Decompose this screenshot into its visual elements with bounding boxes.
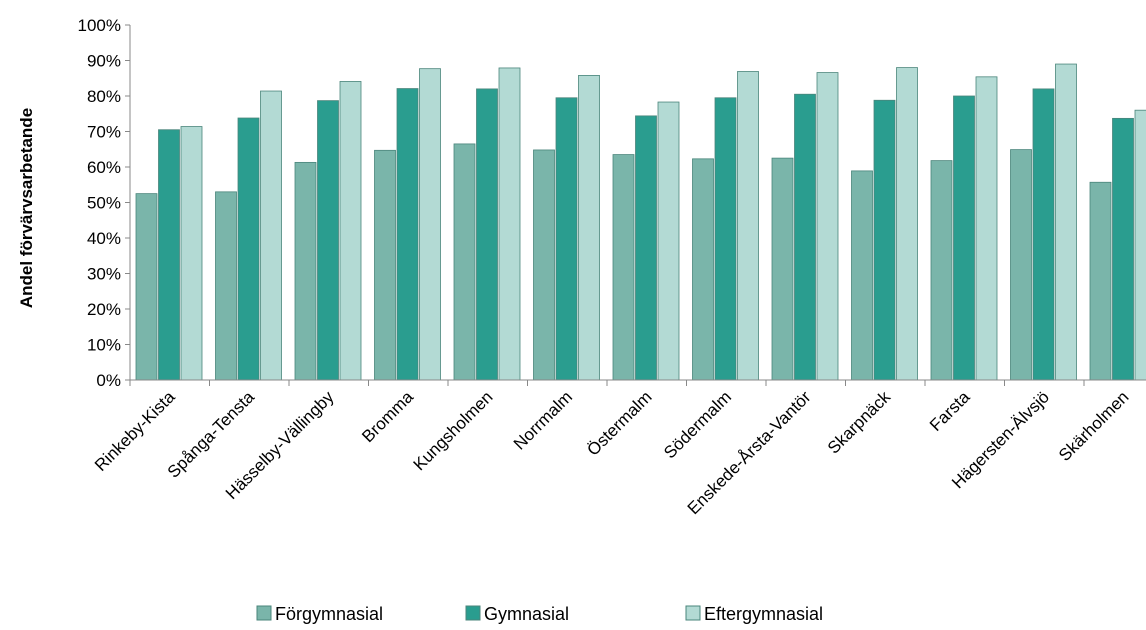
legend-label-eftergymnasial: Eftergymnasial <box>704 604 823 624</box>
y-tick-label: 0% <box>96 371 121 390</box>
bar-förgymnasial-5 <box>533 149 555 381</box>
bar-eftergymnasial-12 <box>1134 109 1146 381</box>
x-category-label: Bromma <box>358 387 417 446</box>
bar-förgymnasial-11 <box>1010 149 1032 381</box>
bar-eftergymnasial-11 <box>1055 63 1077 381</box>
bar-gymnasial-1 <box>237 117 260 381</box>
x-category-label: Södermalm <box>660 387 735 462</box>
x-category-label: Östermalm <box>583 387 655 459</box>
bar-gymnasial-8 <box>794 93 816 381</box>
legend: Förgymnasial Gymnasial Eftergymnasial <box>256 604 823 624</box>
x-category-label: Farsta <box>926 387 974 435</box>
legend-swatch-eftergymnasial <box>685 605 701 621</box>
bar-förgymnasial-6 <box>612 154 635 381</box>
bars-group <box>135 63 1146 381</box>
bar-gymnasial-6 <box>635 115 657 381</box>
bar-förgymnasial-2 <box>294 161 317 381</box>
bar-förgymnasial-9 <box>851 170 873 381</box>
bar-eftergymnasial-4 <box>498 67 521 381</box>
bar-förgymnasial-1 <box>215 191 237 381</box>
bar-förgymnasial-10 <box>930 160 953 381</box>
bar-gymnasial-7 <box>714 97 737 381</box>
y-tick-label: 60% <box>87 158 121 177</box>
bar-gymnasial-12 <box>1112 117 1134 381</box>
bar-gymnasial-9 <box>873 99 896 381</box>
bar-gymnasial-5 <box>555 97 578 381</box>
bar-förgymnasial-12 <box>1089 181 1112 381</box>
bar-gymnasial-4 <box>476 88 498 381</box>
bar-eftergymnasial-0 <box>180 126 203 381</box>
bar-eftergymnasial-1 <box>260 90 282 381</box>
bar-gymnasial-3 <box>396 88 419 381</box>
bar-förgymnasial-4 <box>453 143 476 381</box>
y-tick-label: 20% <box>87 300 121 319</box>
bar-förgymnasial-0 <box>135 193 158 381</box>
y-tick-label: 30% <box>87 265 121 284</box>
bar-eftergymnasial-7 <box>737 71 759 381</box>
bar-förgymnasial-3 <box>374 149 396 381</box>
bar-eftergymnasial-8 <box>816 72 839 381</box>
x-category-label: Norrmalm <box>510 387 576 453</box>
y-tick-label: 90% <box>87 52 121 71</box>
bar-förgymnasial-8 <box>771 157 794 381</box>
legend-label-förgymnasial: Förgymnasial <box>275 604 383 624</box>
y-tick-label: 10% <box>87 336 121 355</box>
bar-gymnasial-0 <box>158 129 180 381</box>
y-tick-label: 50% <box>87 194 121 213</box>
y-tick-label: 80% <box>87 87 121 106</box>
legend-label-gymnasial: Gymnasial <box>484 604 569 624</box>
bar-gymnasial-2 <box>317 100 339 381</box>
x-category-label: Skärholmen <box>1055 387 1133 465</box>
x-category-label: Kungsholmen <box>410 387 497 474</box>
y-tick-label: 70% <box>87 123 121 142</box>
bar-förgymnasial-7 <box>692 158 714 381</box>
legend-swatch-förgymnasial <box>256 605 272 621</box>
y-axis-title: Andel förvärvsarbetande <box>17 108 36 308</box>
y-tick-label: 100% <box>78 16 121 35</box>
bar-eftergymnasial-6 <box>657 101 680 381</box>
x-category-label: Skarpnäck <box>824 387 895 458</box>
bar-eftergymnasial-5 <box>578 75 600 381</box>
legend-swatch-gymnasial <box>465 605 481 621</box>
bar-gymnasial-11 <box>1032 88 1055 381</box>
bar-gymnasial-10 <box>953 95 975 381</box>
bar-eftergymnasial-9 <box>896 67 918 381</box>
bar-eftergymnasial-10 <box>975 76 998 381</box>
x-category-label: Rinkeby-Kista <box>91 387 179 475</box>
bar-eftergymnasial-2 <box>339 81 362 381</box>
bar-eftergymnasial-3 <box>419 68 441 381</box>
y-tick-label: 40% <box>87 229 121 248</box>
